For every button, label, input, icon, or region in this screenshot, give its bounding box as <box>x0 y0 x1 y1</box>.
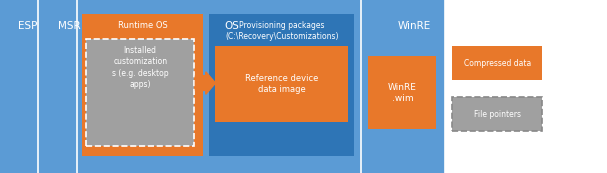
Text: Reference device
data image: Reference device data image <box>245 74 318 94</box>
FancyBboxPatch shape <box>82 14 203 156</box>
Text: MSR: MSR <box>58 21 80 31</box>
Text: Runtime OS: Runtime OS <box>118 21 168 30</box>
FancyBboxPatch shape <box>0 0 38 173</box>
Text: Installed
customization
s (e.g. desktop
apps): Installed customization s (e.g. desktop … <box>112 46 169 89</box>
Text: File pointers: File pointers <box>473 110 521 119</box>
FancyBboxPatch shape <box>209 14 354 156</box>
FancyBboxPatch shape <box>452 97 542 131</box>
FancyBboxPatch shape <box>452 46 542 80</box>
FancyBboxPatch shape <box>38 0 77 173</box>
Text: Compressed data: Compressed data <box>464 59 531 68</box>
FancyArrow shape <box>195 72 215 94</box>
Text: WinRE: WinRE <box>398 21 431 31</box>
Text: WinRE
.wim: WinRE .wim <box>388 83 417 103</box>
Text: Provisioning packages
(C:\Recovery\Customizations): Provisioning packages (C:\Recovery\Custo… <box>225 21 338 41</box>
FancyBboxPatch shape <box>445 0 607 173</box>
FancyBboxPatch shape <box>368 56 436 129</box>
FancyBboxPatch shape <box>86 39 194 146</box>
FancyBboxPatch shape <box>215 46 348 122</box>
Text: ESP: ESP <box>18 21 38 31</box>
Text: OS: OS <box>225 21 240 31</box>
FancyBboxPatch shape <box>361 0 445 173</box>
FancyBboxPatch shape <box>77 0 361 173</box>
